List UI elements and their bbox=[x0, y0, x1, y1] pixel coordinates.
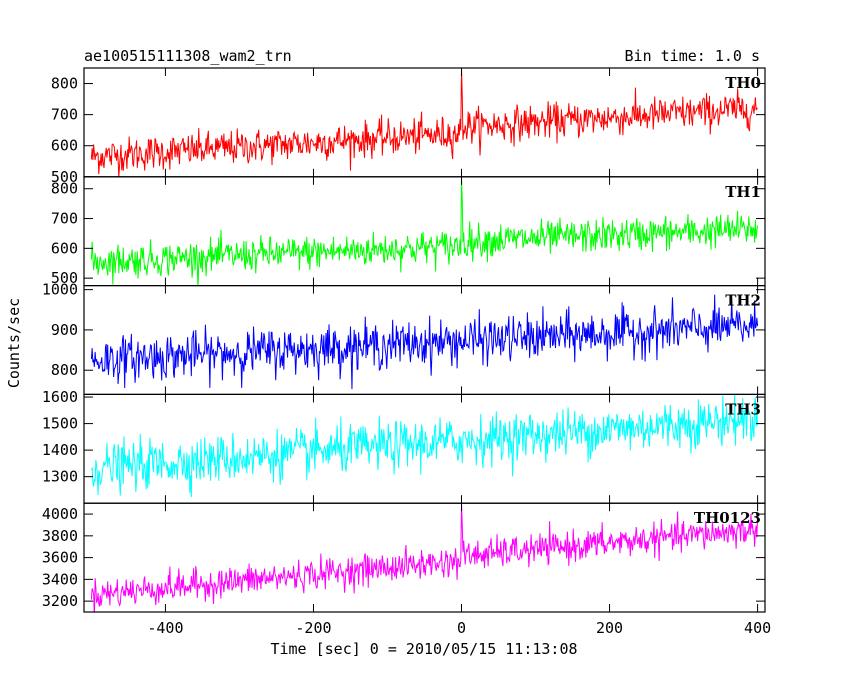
y-tick-label: 1600 bbox=[42, 388, 78, 406]
y-tick-label: 4000 bbox=[42, 505, 78, 523]
y-tick-label: 1400 bbox=[42, 441, 78, 459]
series-line-th3 bbox=[90, 394, 759, 498]
panels-group: 500 600 700 800 TH0 500 600 700 800 TH1 800 900 1000… bbox=[42, 67, 771, 637]
y-tick-label: 3200 bbox=[42, 592, 78, 610]
y-tick-label: 700 bbox=[51, 210, 78, 228]
y-tick-label: 1300 bbox=[42, 468, 78, 486]
panel-label-th0: TH0 bbox=[725, 74, 761, 92]
panel-th0: 500 600 700 800 TH0 bbox=[51, 67, 766, 186]
x-axis-label: Time [sec] 0 = 2010/05/15 11:13:08 bbox=[270, 640, 577, 658]
series-line-th1 bbox=[90, 176, 759, 286]
y-tick-label: 700 bbox=[51, 106, 78, 124]
panel-th1: 500 600 700 800 TH1 bbox=[51, 176, 766, 287]
y-tick-label: 1000 bbox=[42, 281, 78, 299]
panel-label-th2: TH2 bbox=[725, 292, 761, 310]
x-tick-label: 0 bbox=[457, 619, 466, 637]
y-tick-label: 500 bbox=[51, 269, 78, 287]
chart-title: ae100515111308_wam2_trn bbox=[84, 47, 292, 65]
y-tick-label: 900 bbox=[51, 321, 78, 339]
y-tick-label: 800 bbox=[51, 180, 78, 198]
x-tick-label: 200 bbox=[596, 619, 623, 637]
panel-label-th1: TH1 bbox=[725, 183, 761, 201]
y-axis-label: Counts/sec bbox=[5, 298, 23, 388]
panel-frame bbox=[83, 502, 766, 613]
panel-th3: 1300 1400 1500 1600 TH3 bbox=[42, 388, 766, 504]
y-tick-label: 800 bbox=[51, 361, 78, 379]
y-tick-label: 3400 bbox=[42, 570, 78, 588]
y-tick-label: 500 bbox=[51, 168, 78, 186]
y-tick-label: 600 bbox=[51, 239, 78, 257]
panel-label-th3: TH3 bbox=[725, 400, 761, 418]
panel-frame bbox=[83, 67, 766, 178]
series-line-th2 bbox=[90, 294, 759, 390]
panel-th2: 800 900 1000 TH2 bbox=[42, 281, 766, 396]
y-tick-label: 3600 bbox=[42, 549, 78, 567]
x-tick-label: -200 bbox=[295, 619, 331, 637]
y-tick-label: 1500 bbox=[42, 415, 78, 433]
panel-label-th0123: TH0123 bbox=[694, 509, 761, 527]
y-tick-label: 600 bbox=[51, 137, 78, 155]
y-tick-label: 800 bbox=[51, 75, 78, 93]
series-line-th0 bbox=[90, 68, 758, 177]
bin-time-label: Bin time: 1.0 s bbox=[625, 47, 760, 65]
x-tick-label: 400 bbox=[744, 619, 771, 637]
panel-th0123: 3200 3400 3600 3800 4000 TH0123 bbox=[42, 502, 766, 613]
y-tick-label: 3800 bbox=[42, 527, 78, 545]
series-line-th0123 bbox=[90, 503, 759, 613]
x-tick-label: -400 bbox=[147, 619, 183, 637]
